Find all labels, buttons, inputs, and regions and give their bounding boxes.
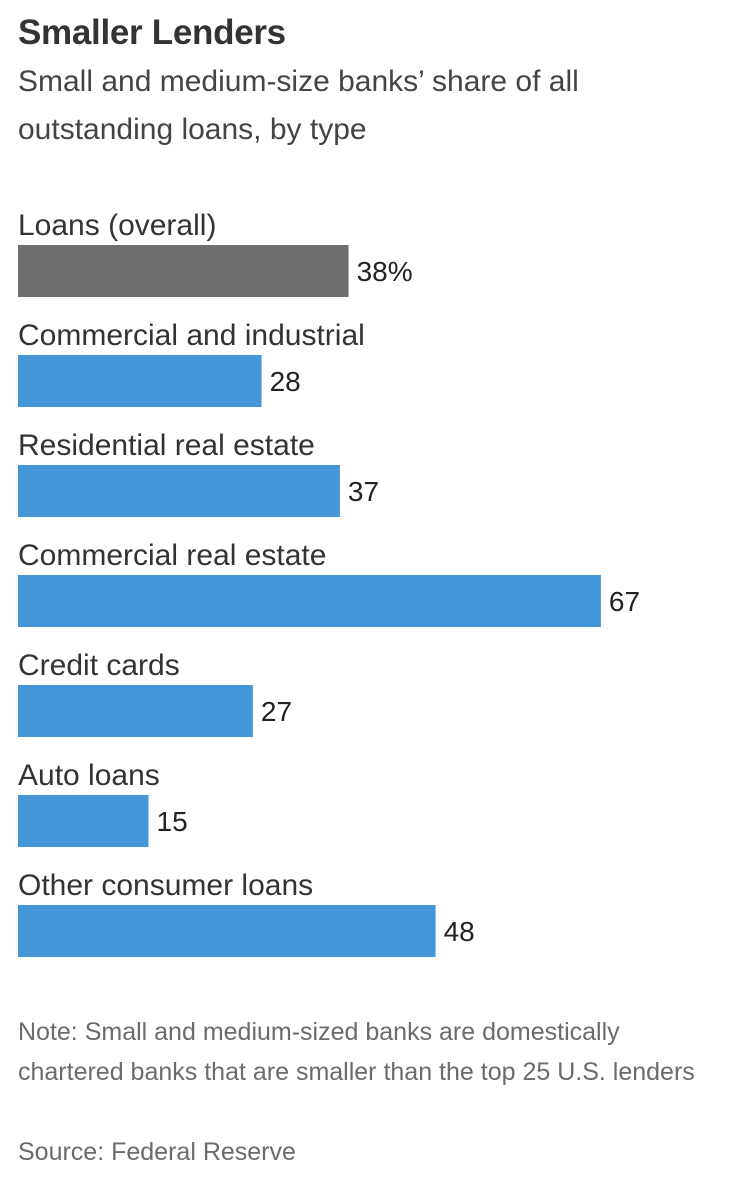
category-label: Residential real estate [18,429,315,462]
category-label: Commercial and industrial [18,319,365,352]
bar [18,355,262,407]
bar [18,795,149,847]
bar [18,245,349,297]
bar [18,575,601,627]
chart-subtitle: Small and medium-size banks’ share of al… [18,65,579,146]
category-label: Other consumer loans [18,869,313,902]
chart-note: Note: Small and medium-sized banks are d… [18,1018,695,1086]
category-label: Commercial real estate [18,539,326,572]
bar-value-label: 37 [348,476,379,507]
bar-value-label: 48 [444,916,475,947]
category-label: Credit cards [18,649,180,682]
chart-title: Smaller Lenders [18,13,286,52]
bar-value-label: 15 [157,806,188,837]
bar [18,465,340,517]
bar [18,905,436,957]
bar-value-label: 28 [270,366,301,397]
bar-value-label: 67 [609,586,640,617]
bar [18,685,253,737]
bar-value-label: 27 [261,696,292,727]
category-label: Loans (overall) [18,209,216,242]
bar-chart: Loans (overall) 38% Commercial and industr… [0,200,735,970]
bar-chart-svg: Loans (overall) 38% Commercial and industr… [18,209,640,957]
category-label: Auto loans [18,759,160,792]
bar-value-label: 38% [357,256,413,287]
chart-source: Source: Federal Reserve [18,1138,296,1166]
